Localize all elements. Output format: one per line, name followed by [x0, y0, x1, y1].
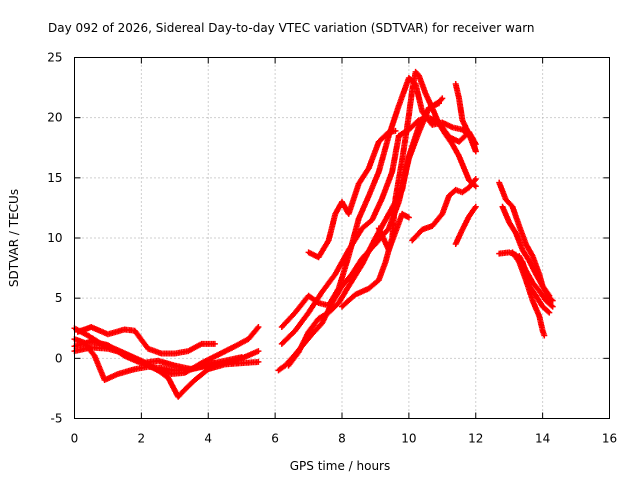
series-arc-13	[409, 176, 479, 244]
data-point	[392, 127, 399, 134]
series-arc-20	[516, 253, 556, 310]
x-tick-label: 2	[138, 432, 146, 446]
data-point	[541, 332, 548, 339]
x-tick-label: 6	[271, 432, 279, 446]
x-tick-label: 14	[535, 432, 550, 446]
data-point	[472, 176, 479, 182]
x-tick-label: 0	[71, 432, 79, 446]
data-point	[472, 183, 479, 190]
data-point	[548, 296, 555, 303]
data-point	[238, 354, 245, 361]
data-point	[472, 203, 479, 210]
y-axis-ticks: -5 0 5 10 15 20 25	[47, 51, 610, 426]
chart-title: Day 092 of 2026, Sidereal Day-to-day VTE…	[48, 21, 535, 35]
series-arc-5	[71, 338, 245, 373]
series-arc-4	[74, 324, 218, 357]
y-tick-label: 0	[55, 351, 63, 365]
y-tick-label: 20	[47, 111, 62, 125]
series-arc-10	[305, 127, 399, 261]
data-point	[255, 348, 262, 355]
x-tick-label: 4	[204, 432, 212, 446]
data-point	[436, 100, 442, 107]
data-point	[438, 96, 445, 103]
data-point	[472, 148, 479, 155]
x-tick-label: 10	[401, 432, 416, 446]
data-point	[471, 177, 478, 184]
data-point	[546, 292, 553, 299]
x-tick-label: 8	[338, 432, 346, 446]
grid	[74, 57, 610, 419]
x-tick-label: 16	[602, 432, 617, 446]
data-point	[255, 324, 262, 330]
y-axis-label: SDTVAR / TECUs	[7, 189, 21, 287]
data-point	[545, 308, 552, 315]
y-tick-label: 10	[47, 231, 62, 245]
data-point	[548, 302, 555, 309]
x-tick-label: 12	[468, 432, 483, 446]
y-tick-label: 15	[47, 171, 62, 185]
series-arc-9	[285, 100, 442, 369]
y-tick-label: -5	[51, 412, 63, 426]
series-arc-14	[452, 81, 479, 155]
data-point	[255, 358, 262, 365]
series-arc-12	[375, 210, 412, 253]
data-point	[405, 214, 412, 221]
x-axis-label: GPS time / hours	[290, 459, 391, 473]
series-arc-18	[499, 203, 553, 299]
series-arc-11	[339, 68, 479, 310]
data-point	[546, 309, 553, 316]
data-points	[71, 68, 556, 400]
data-point	[549, 303, 556, 310]
data-point	[211, 340, 218, 347]
x-axis-ticks: 0 2 4 6 8 10 12 14 16	[71, 57, 617, 446]
y-tick-label: 25	[47, 51, 62, 65]
data-point	[549, 297, 556, 304]
series-arc-15	[452, 203, 479, 247]
data-point	[439, 95, 446, 102]
y-tick-label: 5	[55, 291, 63, 305]
